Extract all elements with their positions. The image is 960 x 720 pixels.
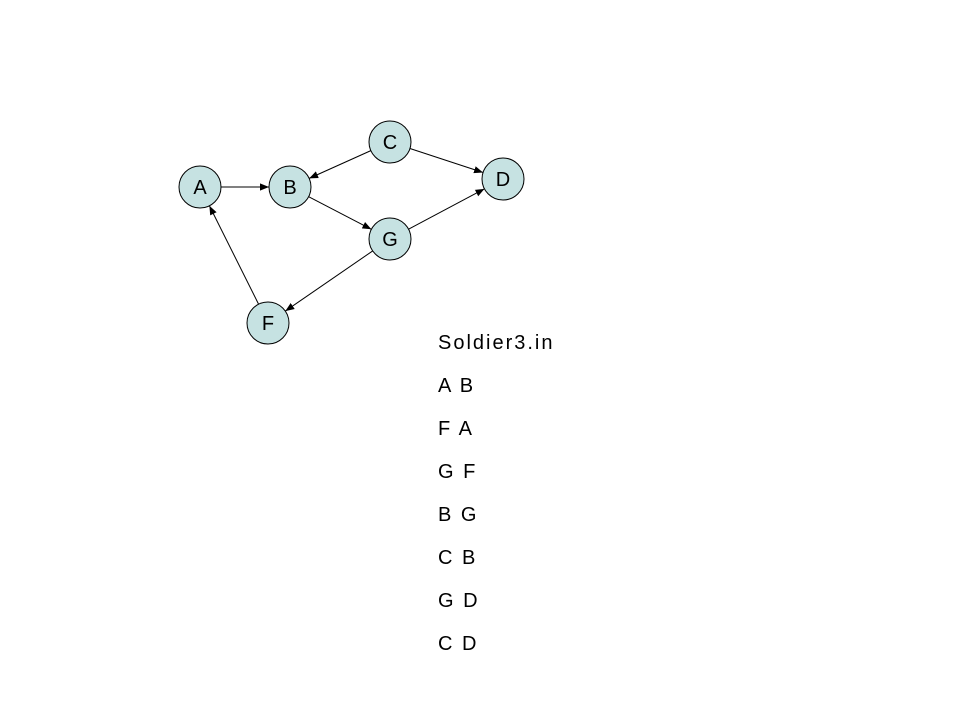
edge-line: C B (438, 547, 478, 569)
node-d: D (481, 157, 525, 201)
graph-nodes: A B C D G F (178, 120, 525, 345)
edge-b-g (308, 196, 372, 230)
graph-edges (208, 148, 485, 312)
node-label: A (193, 177, 207, 199)
edge-line: G F (438, 461, 478, 483)
node-circle (246, 301, 290, 345)
node-label: B (283, 177, 296, 199)
node-label: F (262, 313, 274, 335)
node-circle (178, 165, 222, 209)
node-a: A (178, 165, 222, 209)
node-circle (368, 120, 412, 164)
edge-line: C D (438, 633, 479, 655)
edge-f-a (208, 205, 260, 305)
input-file-listing: Soldier3.in A B F A G F B G C B G D C D (438, 330, 555, 674)
edge-line: F A (438, 418, 475, 440)
node-c: C (368, 120, 412, 164)
node-b: B (268, 165, 312, 209)
edge-g-d (408, 188, 485, 230)
edge-c-b (308, 150, 372, 179)
input-file-name: Soldier3.in (438, 332, 555, 354)
node-label: C (383, 132, 397, 154)
edge-line: G D (438, 590, 480, 612)
node-circle (368, 217, 412, 261)
node-label: G (382, 229, 398, 251)
edge-line: A B (438, 375, 476, 397)
node-label: D (496, 169, 510, 191)
node-circle (268, 165, 312, 209)
edge-line: B G (438, 504, 479, 526)
edge-g-f (285, 250, 373, 312)
node-circle (481, 157, 525, 201)
node-g: G (368, 217, 412, 261)
node-f: F (246, 301, 290, 345)
edge-c-d (409, 148, 484, 174)
